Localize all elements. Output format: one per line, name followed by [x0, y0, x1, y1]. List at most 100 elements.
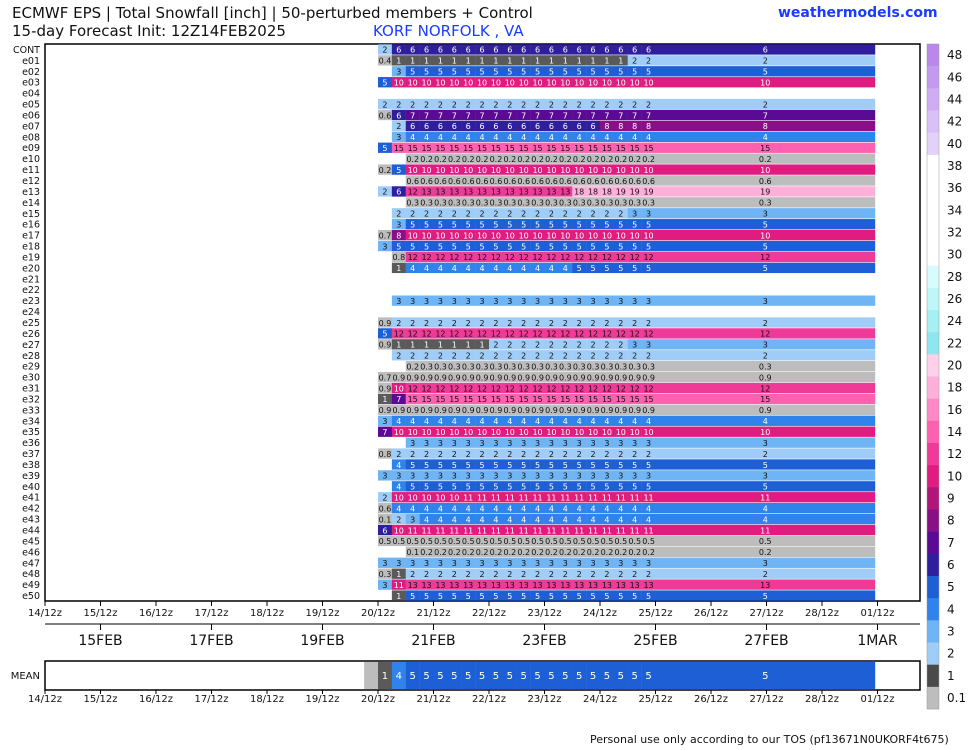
cell-value: 12 — [421, 384, 431, 393]
cell-e06-19 — [641, 109, 656, 121]
mean-tick-label-01/12z: 01/12z — [860, 694, 894, 705]
cell-e42-11 — [530, 503, 545, 514]
cell-e13-10 — [516, 186, 531, 197]
cell-value: 12 — [588, 330, 598, 339]
cell-e11-4 — [433, 164, 448, 175]
cell-CONT-1 — [391, 44, 406, 55]
cell-value: 0.3 — [406, 199, 419, 208]
cell-e48-19 — [641, 568, 656, 579]
cell-e01-9 — [502, 55, 517, 66]
cell-e23-18 — [627, 295, 642, 306]
cell-value: 15 — [616, 144, 626, 153]
cell-value: 6 — [466, 122, 471, 131]
cell-value: 5 — [480, 592, 485, 601]
cell-e02-17 — [613, 66, 628, 77]
colorbar-segment — [927, 199, 939, 222]
cell-value: 5 — [507, 483, 512, 492]
cell-value: 3 — [507, 559, 512, 568]
cell-value: 10 — [760, 79, 770, 88]
cell-e40-10 — [516, 481, 531, 492]
cell-CONT-4 — [433, 44, 448, 55]
cell-e06-3 — [419, 109, 434, 121]
cell-value: 0.5 — [462, 537, 475, 546]
cell-e45-3 — [419, 535, 434, 547]
cell-e47-5 — [447, 557, 462, 568]
cell-value: 3 — [480, 559, 485, 568]
cell-e27-14 — [572, 339, 587, 350]
cell-value: 2 — [493, 352, 498, 361]
member-label-e02: e02 — [22, 67, 40, 78]
cell-value: 5 — [410, 242, 415, 251]
cell-e50-7 — [475, 590, 490, 601]
cell-e38-5 — [447, 459, 462, 470]
cell-value: 6 — [480, 46, 485, 55]
cell-e10-4 — [433, 153, 448, 164]
cell-value: 4 — [646, 515, 651, 524]
cell-value: 4 — [396, 461, 401, 470]
cell-value: 13 — [477, 188, 487, 197]
cell-e01-19 — [641, 55, 656, 66]
cell-e49-16 — [600, 579, 615, 590]
cell-e43-8 — [489, 513, 504, 525]
cell-value: 3 — [521, 439, 526, 448]
cell-value: 7 — [591, 111, 596, 120]
cell-value: 0.5 — [448, 537, 461, 546]
cell-e32-16 — [600, 393, 615, 405]
cell-e40-4 — [433, 481, 448, 492]
cell-e28-8 — [489, 350, 504, 361]
brand-link[interactable]: weathermodels.com — [778, 5, 938, 21]
mean-tick-label-20/12z: 20/12z — [361, 694, 395, 705]
cell-e48-13 — [558, 568, 573, 579]
cell-value: 2 — [618, 341, 623, 350]
cell-value: 4 — [521, 417, 526, 426]
mean-value: 5 — [645, 671, 651, 682]
cell-value: 3 — [424, 559, 429, 568]
cell-value: 15 — [588, 144, 598, 153]
cell-value: 3 — [382, 581, 387, 590]
cell-e37-19 — [641, 448, 656, 459]
cell-e44-15 — [586, 524, 601, 536]
cell-value: 0.6 — [759, 177, 772, 186]
cell-e01-1 — [391, 55, 406, 66]
cell-value: 5 — [563, 68, 568, 77]
cell-value: 0.9 — [628, 373, 641, 382]
cell-e50-6 — [461, 590, 476, 601]
cell-e10-14 — [572, 153, 587, 164]
cell-value: 4 — [632, 133, 637, 142]
cell-value: 3 — [549, 297, 554, 306]
cell-e11-15 — [586, 164, 601, 175]
cell-value: 2 — [507, 341, 512, 350]
cell-e26-17 — [613, 328, 628, 339]
cell-e50-2 — [405, 590, 420, 601]
cell-e46-3 — [419, 546, 434, 558]
cell-value: 12 — [421, 253, 431, 262]
cell-value: 5 — [438, 483, 443, 492]
cell-e06-14 — [572, 109, 587, 121]
cell-e29-9 — [502, 361, 517, 372]
cell-value: 11 — [560, 494, 570, 503]
cell-value: 3 — [382, 242, 387, 251]
cell-e10-3 — [419, 153, 434, 164]
cell-value: 12 — [435, 384, 445, 393]
cell-e17-12 — [544, 229, 559, 241]
cell-e35-14 — [572, 426, 587, 437]
cell-value: 4 — [466, 515, 471, 524]
cell-e30-5 — [447, 371, 462, 383]
cell-e28-6 — [461, 350, 476, 361]
cell-e09-11 — [530, 142, 545, 153]
cell-e12-3 — [419, 175, 434, 186]
cell-e26-18 — [627, 328, 642, 339]
cell-value: 0.5 — [420, 537, 433, 546]
cell-value: 1 — [396, 341, 401, 350]
cell-value: 3 — [466, 297, 471, 306]
cell-e33-19 — [641, 404, 656, 416]
mean-value: 5 — [479, 671, 485, 682]
cell-e19-6 — [461, 251, 476, 263]
cell-e29-12 — [544, 361, 559, 372]
cell-e25-15 — [586, 317, 601, 328]
cell-e07-2 — [405, 120, 420, 132]
cell-e42-8 — [489, 503, 504, 514]
cell-e45-13 — [558, 535, 573, 547]
cell-e16-11 — [530, 219, 545, 230]
cell-e29-13 — [558, 361, 573, 372]
